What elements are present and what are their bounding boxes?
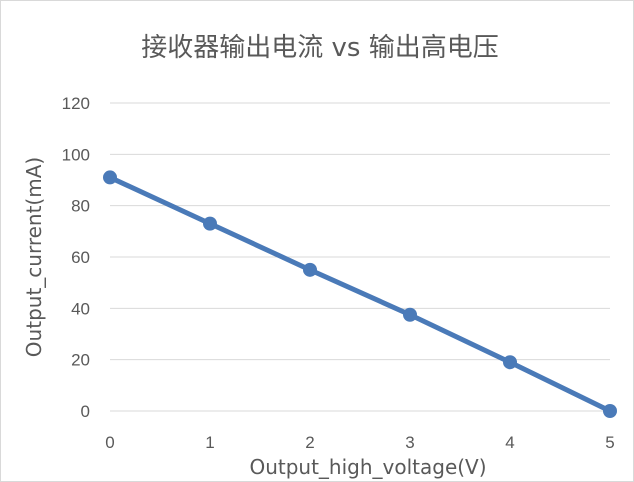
x-tick-label-3: 3 (405, 433, 414, 452)
x-tick-label-4: 4 (505, 433, 514, 452)
data-point-3 (403, 308, 417, 322)
x-tick-label-1: 1 (205, 433, 214, 452)
x-axis-title: Output_high_voltage(V) (249, 455, 486, 479)
y-tick-label-3: 60 (71, 248, 90, 267)
chart-title: 接收器输出电流 vs 输出高电压 (141, 33, 498, 63)
data-point-5 (603, 404, 617, 418)
y-tick-label-4: 80 (71, 197, 90, 216)
y-tick-label-2: 40 (71, 299, 90, 318)
x-tick-label-0: 0 (105, 433, 114, 452)
x-tick-label-2: 2 (305, 433, 314, 452)
data-point-1 (203, 217, 217, 231)
data-point-2 (303, 263, 317, 277)
data-point-4 (503, 355, 517, 369)
series-group (103, 170, 617, 418)
y-tick-label-1: 20 (71, 351, 90, 370)
y-tick-label-0: 0 (81, 402, 90, 421)
y-axis-title: Output_current(mA) (22, 157, 46, 357)
y-axis-ticks: 0 20 40 60 80 100 120 (62, 94, 90, 421)
y-tick-label-6: 120 (62, 94, 90, 113)
x-axis-ticks: 0 1 2 3 4 5 (105, 433, 614, 452)
data-point-0 (103, 170, 117, 184)
x-tick-label-5: 5 (605, 433, 614, 452)
series-line-0 (110, 177, 610, 411)
y-tick-label-5: 100 (62, 145, 90, 164)
gridlines (110, 103, 610, 411)
